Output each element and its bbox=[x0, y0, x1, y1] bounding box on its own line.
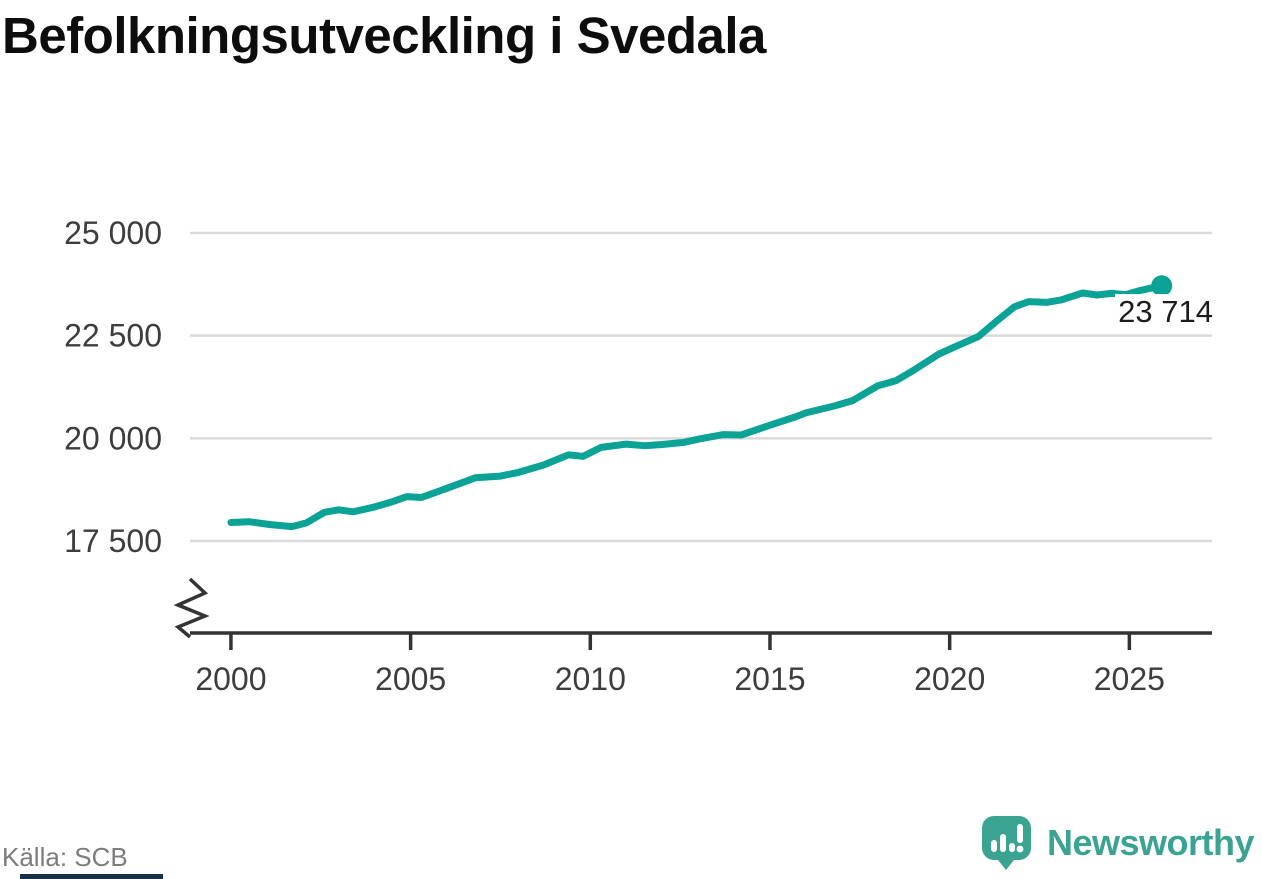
y-tick-label: 25 000 bbox=[64, 215, 162, 251]
newsworthy-logo: Newsworthy bbox=[980, 814, 1255, 871]
x-tick-label: 2000 bbox=[195, 661, 266, 697]
y-tick-label: 22 500 bbox=[64, 318, 162, 354]
x-tick-label: 2015 bbox=[734, 661, 805, 697]
end-dot bbox=[1151, 275, 1173, 297]
x-tick-label: 2025 bbox=[1094, 661, 1165, 697]
chart-title: Befolkningsutveckling i Svedala bbox=[2, 7, 766, 64]
population-line bbox=[227, 282, 1166, 531]
source-note: Källa: SCB bbox=[2, 842, 128, 872]
bottom-edge-bar bbox=[20, 874, 163, 879]
x-tick-label: 2005 bbox=[375, 661, 446, 697]
axis-break-icon bbox=[173, 577, 210, 639]
y-tick-label: 20 000 bbox=[64, 420, 162, 456]
brand-name: Newsworthy bbox=[1046, 821, 1255, 863]
last-value-label: 23 714 bbox=[1115, 294, 1216, 330]
y-tick-label: 17 500 bbox=[64, 523, 162, 559]
newsworthy-logo-icon bbox=[981, 816, 1031, 870]
x-tick-label: 2010 bbox=[555, 661, 626, 697]
x-tick-label: 2020 bbox=[914, 661, 985, 697]
